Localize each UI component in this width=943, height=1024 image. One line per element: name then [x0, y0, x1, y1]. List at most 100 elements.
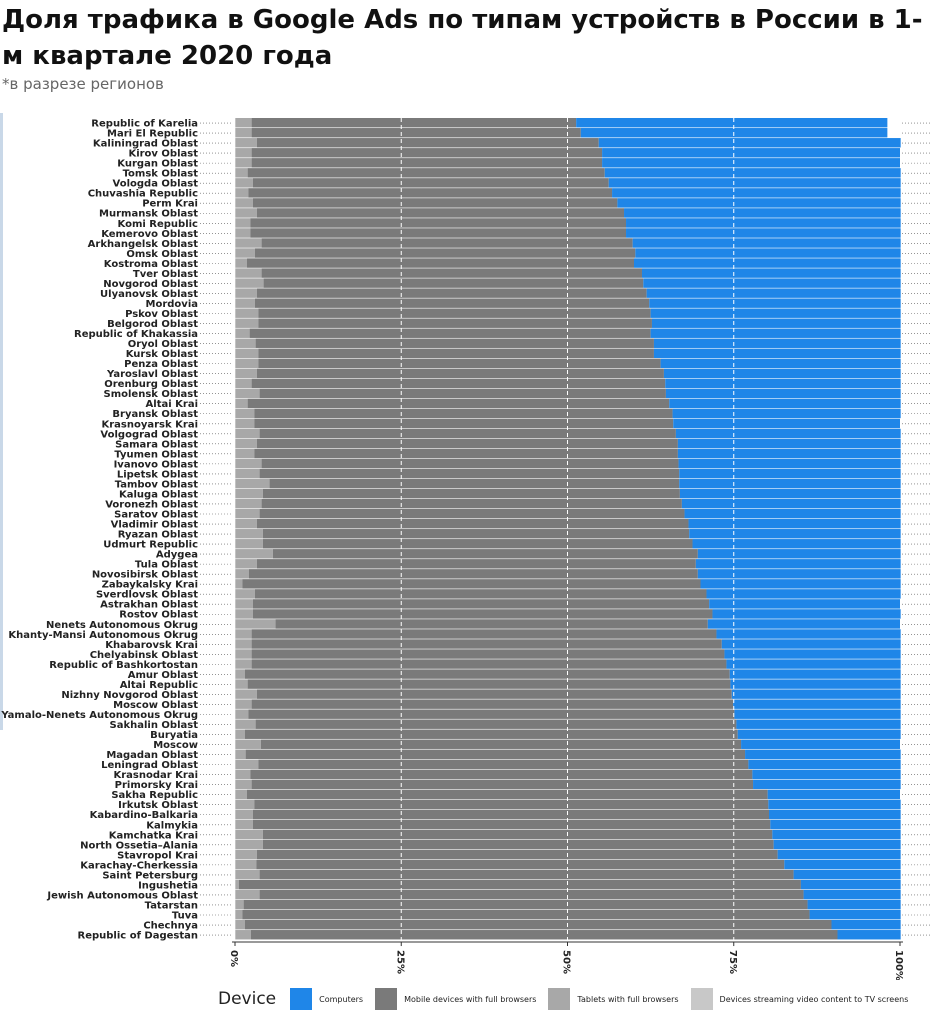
bar-segment-tv [235, 338, 236, 348]
x-tick-label: 50% [561, 950, 572, 974]
bar-segment-computers [604, 168, 901, 178]
x-tick-label: 25% [394, 950, 405, 974]
bar-segment-tablets [235, 879, 239, 890]
bar-segment-mobile [250, 769, 753, 780]
bar-segment-tv [235, 468, 236, 479]
y-tick-label: Republic of Dagestan [78, 931, 198, 942]
bar-segment-computers [724, 649, 901, 659]
legend-item-computers: Computers [290, 988, 363, 1010]
bar-segment-tablets [235, 789, 247, 800]
bar-segment-mobile [254, 418, 674, 429]
bar-segment-computers [736, 719, 901, 729]
y-tick-label: Leningrad Oblast [101, 760, 198, 771]
bar-segment-tv [235, 278, 236, 288]
bar-segment-computers [707, 619, 900, 629]
bar-segment-computers [677, 448, 901, 459]
y-tick-label: Moscow [153, 740, 198, 751]
bar-segment-mobile [252, 178, 609, 188]
bar-segment-computers [688, 519, 901, 529]
legend-key-tv [690, 988, 713, 1010]
bar-segment-tablets [235, 729, 245, 739]
bar-segment-mobile [251, 629, 717, 639]
bar-segment-mobile [256, 138, 599, 148]
bar-segment-tv [235, 228, 236, 238]
bar-segment-mobile [261, 268, 642, 278]
y-tick-label: Kamchatka Krai [109, 830, 198, 841]
bar-segment-computers [734, 709, 901, 719]
bar-segment-mobile [256, 438, 678, 449]
y-tick-label: Buryatia [150, 730, 198, 741]
bar-segment-tv [235, 318, 236, 328]
y-tick-label: Lipetsk Oblast [117, 469, 198, 480]
bar-segment-computers [692, 539, 901, 549]
bar-segment-mobile [275, 619, 708, 629]
y-tick-label: Pskov Oblast [125, 309, 198, 320]
bar-segment-tablets [235, 348, 259, 358]
y-tick-label: Kaliningrad Oblast [93, 139, 198, 150]
bar-segment-tablets [235, 839, 263, 850]
bar-segment-computers [706, 589, 901, 599]
y-tick-label: Krasnoyarsk Krai [101, 419, 198, 430]
bar-segment-tablets [235, 930, 251, 940]
bar-segment-tablets [235, 519, 257, 529]
left-edge-strip [0, 113, 3, 730]
bar-segment-mobile [256, 859, 785, 870]
bar-segment-mobile [272, 549, 698, 559]
bar-segment-mobile [258, 759, 749, 770]
y-tick-label: Ivanovo Oblast [114, 459, 199, 470]
bar-segment-computers [679, 478, 901, 489]
y-tick-label: Saratov Oblast [114, 509, 198, 520]
bar-segment-tv [235, 689, 236, 699]
bar-segment-mobile [250, 930, 838, 940]
y-tick-label: Altai Republic [120, 680, 198, 691]
bar-segment-mobile [261, 458, 679, 469]
bar-segment-tv [235, 849, 236, 860]
y-tick-label: Rostov Oblast [119, 610, 198, 621]
bar-segment-tablets [235, 529, 263, 539]
bar-segment-computers [731, 689, 901, 699]
bar-segment-tv [235, 559, 236, 569]
y-tick-label: Moscow Oblast [113, 700, 198, 711]
y-tick-label: Primorsky Krai [115, 780, 198, 791]
bar-segment-computers [697, 549, 901, 559]
bar-segment-mobile [242, 579, 701, 589]
bar-segment-computers [807, 899, 901, 910]
bar-segment-mobile [248, 569, 698, 579]
bar-segment-tv [235, 649, 236, 659]
bar-segment-tv [235, 448, 236, 459]
bar-segment-tablets [235, 128, 252, 138]
bar-segment-tv [235, 488, 236, 499]
y-tick-label: Voronezh Oblast [105, 499, 198, 510]
legend-label-tablets: Tablets with full browsers [577, 994, 679, 1004]
bar-segment-computers [695, 559, 901, 569]
bar-segment-tablets [235, 408, 255, 419]
y-tick-label: Mordovia [146, 299, 198, 310]
bar-segment-tv [235, 839, 236, 850]
bar-segment-tv [235, 759, 236, 770]
bar-segment-mobile [251, 148, 603, 158]
bar-segment-mobile [251, 128, 581, 138]
y-tick-label: Tyumen Oblast [114, 449, 198, 460]
bar-segment-mobile [244, 669, 730, 679]
bar-segment-tv [235, 579, 236, 589]
bar-segment-tablets [235, 278, 264, 288]
bar-segment-tablets [235, 679, 248, 689]
bar-segment-tv [235, 458, 236, 469]
y-tick-label: Irkutsk Oblast [118, 800, 198, 811]
bar-segment-computers [602, 148, 900, 158]
bar-segment-mobile [258, 348, 654, 358]
bar-segment-mobile [251, 699, 734, 709]
chart-title: Доля трафика в Google Ads по типам устро… [2, 5, 923, 71]
bar-segment-tv [235, 478, 236, 489]
legend-item-mobile: Mobile devices with full browsers [375, 988, 536, 1010]
bar-segment-tablets [235, 148, 252, 158]
bar-segment-tablets [235, 288, 257, 298]
bar-segment-tv [235, 709, 236, 719]
bar-segment-mobile [254, 408, 673, 419]
bar-segment-mobile [261, 238, 633, 248]
bar-segment-computers [700, 579, 901, 589]
bar-segment-tv [235, 418, 236, 429]
bar-segment-tablets [235, 579, 243, 589]
bar-segment-tv [235, 208, 236, 218]
y-tick-label: Krasnodar Krai [113, 770, 198, 781]
